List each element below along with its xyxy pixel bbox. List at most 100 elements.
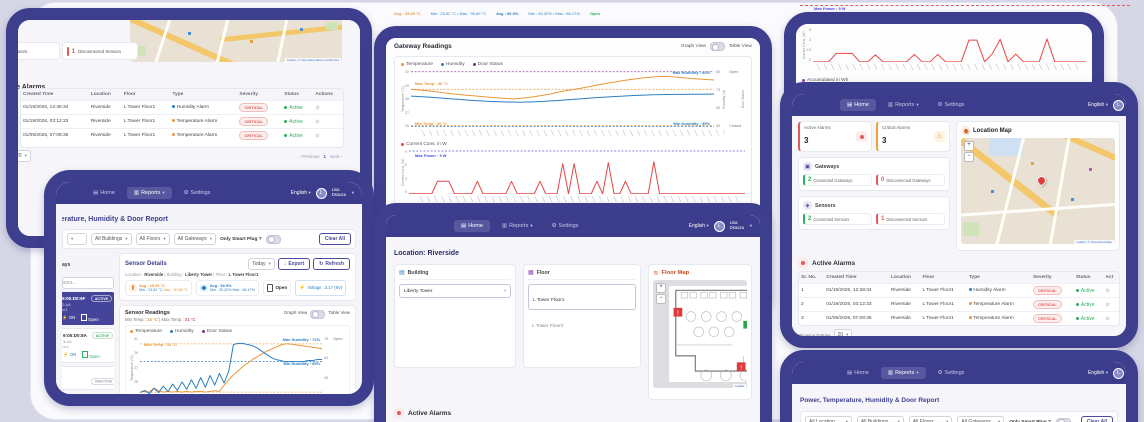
nav-settings[interactable]: ⚙ Settings [551, 223, 579, 229]
cell-severity: CRITICAL [1030, 311, 1074, 325]
nav-home[interactable]: ▤ Home [840, 99, 876, 111]
nav-home[interactable]: ▤ Home [847, 370, 869, 376]
clear-all-button[interactable]: Clear All [318, 233, 351, 245]
clear-all-button[interactable]: Clear All [1080, 416, 1114, 422]
chevron-down-icon[interactable]: ▾ [351, 190, 354, 195]
floor-item[interactable]: L Tower Floor2 [532, 324, 564, 329]
view-eye-icon[interactable]: ⊙ [315, 104, 320, 111]
door-icon [266, 283, 274, 293]
sensor-card-selected[interactable]: 9:05:D0:6F ACTIVE 2:AA or1 ⚡ ON Open [62, 292, 114, 325]
prev-page-button[interactable]: ‹ [1118, 332, 1121, 338]
col-header[interactable]: Floor [123, 92, 136, 97]
refresh-button[interactable]: ↻ Refresh [313, 258, 350, 270]
col-header[interactable]: Actions [315, 92, 333, 97]
view-eye-icon[interactable]: ⊙ [315, 118, 320, 125]
buildings-filter[interactable]: All Buildings ▾ [91, 233, 132, 245]
language-select[interactable]: English ▾ [1087, 102, 1108, 108]
col-header[interactable]: Severity [1032, 275, 1052, 280]
sensor-card[interactable]: 9:05:D0:8A ACTIVE 3:AA or1 ⚡ ON Open [62, 328, 114, 363]
map[interactable]: Leaflet | © OpenStreetMap contributors [130, 20, 342, 62]
location-filter[interactable]: ▾ [67, 233, 87, 245]
floor-map[interactable]: + − [653, 280, 747, 388]
col-header[interactable]: Type [172, 92, 184, 97]
nav-bar: ▤ Home ▥ Reports ▾ ⚙ Settings English ▾ L [792, 94, 1126, 116]
col-header[interactable]: Severity [239, 92, 259, 97]
view-eye-icon[interactable]: ⊙ [1105, 301, 1110, 308]
zoom-in-button[interactable]: + [656, 283, 666, 293]
zoom-out-button[interactable]: − [964, 152, 974, 162]
floors-filter[interactable]: All Floors ▾ [135, 233, 170, 245]
language-select[interactable]: English ▾ [1087, 370, 1108, 376]
nav-settings[interactable]: ⚙ Settings [183, 190, 211, 196]
date-range-select[interactable]: Today ▾ [248, 258, 275, 270]
building-item-selected[interactable]: Liberty Tower › [399, 284, 511, 298]
graph-table-toggle[interactable] [310, 309, 326, 319]
nav-home[interactable]: ▤ Home [454, 220, 490, 232]
table-row[interactable]: 01/19/2026, 12:38:34 Riverside L Tower F… [21, 100, 343, 115]
smart-plug-toggle[interactable] [1055, 417, 1071, 422]
col-header[interactable]: Status [1075, 275, 1091, 280]
floor-item-selected[interactable]: L Tower Floor1 [528, 284, 636, 310]
x-axis-ticks [419, 196, 739, 202]
col-header[interactable]: Floor [922, 275, 935, 280]
avatar[interactable]: L [1113, 367, 1124, 379]
cell-severity: CRITICAL [1030, 283, 1074, 298]
guide-label-min-temp: Min Temp : 26 °C [415, 121, 447, 126]
sensor-card[interactable]: INACTIVE [62, 366, 114, 390]
zoom-out-button[interactable]: − [656, 294, 666, 304]
table-row[interactable]: 2 01/19/2026, 03:12:33 Riverside L Tower… [799, 297, 1119, 312]
language-select[interactable]: English ▾ [290, 190, 311, 196]
avatar[interactable]: L [1113, 99, 1124, 111]
gateways-filter[interactable]: All Gateways ▾ [173, 233, 217, 245]
page-size-select[interactable]: 20 ▾ [833, 329, 853, 336]
nav-home[interactable]: ▤ Home [93, 190, 115, 196]
location-filter[interactable]: All Location ▾ [805, 416, 852, 422]
floors-filter[interactable]: All Floors ▾ [908, 416, 953, 422]
nav-reports[interactable]: ▥ Reports ▾ [887, 102, 919, 108]
next-page-button[interactable]: Next › [329, 153, 342, 159]
view-eye-icon[interactable]: ⊙ [1105, 287, 1110, 294]
buildings-filter[interactable]: All Buildings ▾ [856, 416, 904, 422]
col-header[interactable]: Location [90, 92, 111, 97]
table-row[interactable]: 01/19/2026, 03:12:33 Riverside L Tower F… [21, 114, 343, 129]
col-header[interactable]: Act [1105, 275, 1114, 280]
chevron-down-icon[interactable]: ▾ [749, 223, 752, 228]
col-header[interactable]: Location [890, 275, 911, 280]
prev-page-button[interactable]: ‹ Previous [299, 153, 320, 159]
page-number[interactable]: 1 [323, 153, 326, 159]
map-attribution: Leaflet | © OpenStreetMap [1074, 240, 1114, 244]
guide-label-max-humidity: Max Humidity : 84% [672, 70, 711, 75]
col-header[interactable]: Created Time [23, 92, 54, 97]
col-header[interactable]: Status [284, 92, 299, 97]
map[interactable]: + − Leaflet | © OpenStreetMap [961, 138, 1115, 244]
col-header[interactable]: Sr. No. [801, 275, 817, 280]
graph-view-label: Graph View [283, 309, 308, 315]
temperature-legend-icon [401, 63, 404, 66]
cell-created: 01/19/2026, 12:38:34 [824, 283, 889, 298]
gateways-filter[interactable]: All Gateways ▾ [957, 416, 1005, 422]
avatar[interactable]: L [713, 220, 725, 232]
col-header[interactable]: Type [968, 275, 980, 280]
table-row[interactable]: 3 01/09/2026, 07:08:35 Riverside L Tower… [799, 311, 1119, 325]
view-eye-icon[interactable]: ⊙ [1105, 315, 1110, 322]
export-button[interactable]: ↓ Export [277, 258, 311, 270]
smart-plug-toggle[interactable] [265, 234, 281, 244]
nav-reports[interactable]: ▥ Reports ▾ [880, 367, 926, 379]
nav-reports[interactable]: ▥ Reports ▾ [126, 187, 172, 199]
graph-table-toggle[interactable] [709, 42, 725, 51]
view-eye-icon[interactable]: ⊙ [315, 132, 320, 139]
table-row[interactable]: 1 01/19/2026, 12:38:34 Riverside L Tower… [799, 283, 1119, 298]
table-row[interactable]: 01/09/2026, 07:08:35 Riverside L Tower F… [21, 128, 343, 142]
nav-reports[interactable]: ▥ Reports ▾ [501, 223, 533, 229]
disconnected-sensors: 1 Disconnected Sensors [876, 213, 945, 225]
col-header[interactable]: Created Time [826, 275, 857, 280]
nav-settings[interactable]: ⚙ Settings [937, 370, 965, 376]
sensor-search-input[interactable]: Sensors... [62, 277, 114, 289]
page-size-select[interactable]: 20 ▾ [18, 150, 31, 162]
location-map-card: Location Map + − [956, 121, 1120, 251]
door-axis: Open Closed [729, 70, 741, 128]
avatar[interactable]: L [315, 187, 327, 199]
zoom-in-button[interactable]: + [964, 141, 974, 151]
language-select[interactable]: English ▾ [688, 223, 709, 229]
nav-settings[interactable]: ⚙ Settings [937, 102, 965, 108]
